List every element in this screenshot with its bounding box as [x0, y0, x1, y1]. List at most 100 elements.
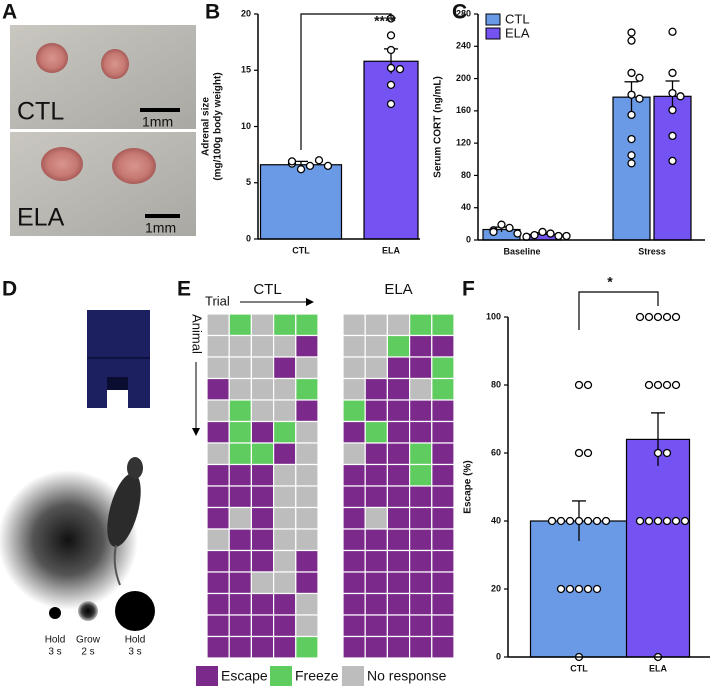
- significance: *: [607, 274, 613, 290]
- data-point: [556, 584, 566, 594]
- grid-cell: [295, 571, 319, 595]
- grid-cell: [409, 506, 433, 530]
- grid-cell: [273, 528, 297, 552]
- y-tick-label: 60: [491, 447, 501, 457]
- data-point: [671, 312, 681, 322]
- grid-cell: [206, 506, 230, 530]
- grid-cell: [364, 399, 389, 423]
- data-point: [635, 94, 644, 103]
- grid-cell: [386, 485, 411, 509]
- grid-cell: [342, 549, 366, 573]
- panel-letter: B: [205, 1, 220, 24]
- step-duration: 3 s: [48, 647, 61, 658]
- grid-cell: [409, 356, 433, 380]
- data-point: [668, 27, 677, 36]
- grid-cell: [206, 549, 230, 573]
- grid-cell: [431, 377, 455, 401]
- data-point: [668, 88, 677, 98]
- grid-cell: [228, 334, 252, 358]
- grid-cell: [342, 506, 366, 530]
- data-point: [583, 584, 593, 594]
- data-point: [522, 232, 531, 241]
- grid-cell: [228, 485, 252, 509]
- data-point: [562, 231, 571, 241]
- y-tick-label: 10: [241, 121, 251, 131]
- legend-label: No response: [367, 668, 447, 684]
- grid-cell: [273, 334, 297, 358]
- grid-cell: [228, 399, 252, 423]
- y-axis-label: Serum CORT (ng/mL): [433, 76, 444, 178]
- grid-cell: [342, 420, 366, 444]
- grid-cell: [273, 420, 297, 444]
- grid-cell: [250, 571, 275, 595]
- y-tick-label: 120: [456, 138, 471, 148]
- grid-cell: [386, 356, 411, 380]
- grid-cell: [431, 506, 455, 530]
- grid-cell: [206, 485, 230, 509]
- y-tick-label: 0: [246, 233, 251, 243]
- data-point: [287, 157, 297, 166]
- y-arrowhead: [192, 428, 200, 436]
- grid-cell: [386, 635, 411, 659]
- y-axis-label: Adrenal size: [201, 97, 212, 156]
- bar: [653, 95, 692, 241]
- data-point: [574, 516, 584, 526]
- grid-cell: [342, 463, 366, 487]
- legend-swatch: [342, 666, 364, 686]
- shelter-door: [107, 377, 128, 390]
- grid-cell: [431, 420, 455, 444]
- data-point: [296, 165, 306, 174]
- grid-cell: [342, 334, 366, 358]
- grid-cell: [273, 442, 297, 466]
- grid-cell: [295, 399, 319, 423]
- data-point: [653, 312, 663, 322]
- grid-cell: [342, 377, 366, 401]
- grid-cell: [273, 571, 297, 595]
- grid-cell: [386, 334, 411, 358]
- grid-cell: [409, 442, 433, 466]
- step-duration: 2 s: [81, 647, 94, 658]
- grid-cell: [206, 635, 230, 659]
- data-point: [574, 584, 584, 594]
- y-tick-label: 280: [456, 8, 471, 18]
- grid-cell: [409, 485, 433, 509]
- shelter: [87, 310, 150, 408]
- grid-cell: [206, 377, 230, 401]
- data-point: [627, 110, 636, 120]
- bar: [259, 164, 343, 240]
- panel-letter: D: [2, 278, 17, 301]
- grid-cell: [342, 485, 366, 509]
- grid-cell: [431, 442, 455, 466]
- grid-cell: [386, 399, 411, 423]
- grid-cell: [228, 463, 252, 487]
- grid-cell: [386, 528, 411, 552]
- grid-cell: [364, 592, 389, 616]
- grid-cell: [386, 377, 411, 401]
- grid-cell: [342, 614, 366, 638]
- data-point: [323, 161, 333, 171]
- grid-cell: [364, 549, 389, 573]
- grid-cell: [206, 356, 230, 380]
- grid-cell: [273, 592, 297, 616]
- grid-cell: [295, 313, 319, 337]
- group-label: ELA: [384, 281, 412, 298]
- grid-cell: [250, 420, 275, 444]
- grid-cell: [250, 377, 275, 401]
- grid-cell: [364, 528, 389, 552]
- step-label: Grow: [76, 635, 101, 646]
- legend-label: Freeze: [295, 668, 339, 684]
- data-point: [662, 448, 672, 458]
- grid-cell: [273, 635, 297, 659]
- grid-cell: [431, 592, 455, 616]
- panel-letter: A: [2, 1, 17, 24]
- grid-cell: [409, 313, 433, 337]
- grid-cell: [206, 592, 230, 616]
- grid-cell: [409, 635, 433, 659]
- grid-cell: [206, 442, 230, 466]
- grid-cell: [364, 420, 389, 444]
- data-point: [662, 380, 672, 390]
- y-axis-label: Animal: [190, 314, 205, 354]
- data-point: [635, 312, 645, 322]
- data-point: [386, 80, 396, 90]
- grid-cell: [342, 592, 366, 616]
